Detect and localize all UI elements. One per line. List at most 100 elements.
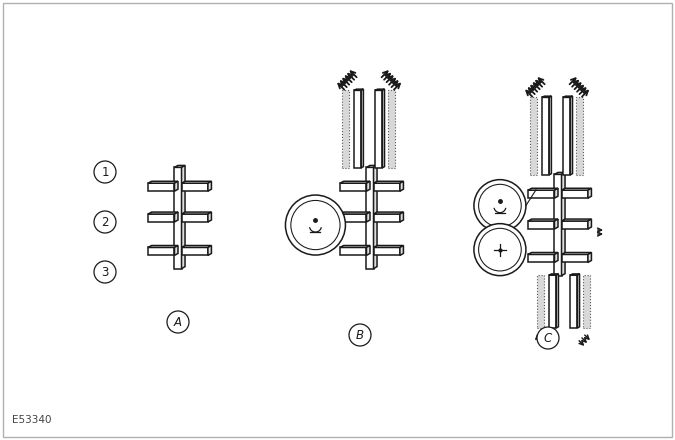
- Polygon shape: [387, 90, 395, 168]
- Polygon shape: [148, 183, 174, 191]
- Polygon shape: [562, 253, 591, 254]
- Text: 3: 3: [101, 265, 109, 279]
- Polygon shape: [562, 219, 591, 221]
- Polygon shape: [588, 253, 591, 262]
- Polygon shape: [530, 97, 537, 175]
- Polygon shape: [182, 212, 211, 214]
- Polygon shape: [174, 165, 185, 167]
- Polygon shape: [367, 165, 377, 167]
- Polygon shape: [148, 214, 174, 222]
- Polygon shape: [148, 247, 174, 255]
- Polygon shape: [375, 89, 385, 90]
- Polygon shape: [373, 183, 400, 191]
- Polygon shape: [340, 212, 370, 214]
- Polygon shape: [373, 165, 377, 268]
- Polygon shape: [570, 274, 580, 275]
- Circle shape: [474, 224, 526, 275]
- Polygon shape: [174, 246, 178, 255]
- Polygon shape: [562, 172, 565, 275]
- Polygon shape: [570, 96, 572, 175]
- Polygon shape: [563, 96, 572, 97]
- Polygon shape: [182, 246, 211, 247]
- Circle shape: [94, 261, 116, 283]
- Polygon shape: [182, 181, 211, 183]
- Polygon shape: [563, 97, 570, 175]
- Polygon shape: [182, 165, 185, 268]
- Polygon shape: [528, 253, 558, 254]
- Polygon shape: [373, 247, 400, 255]
- Polygon shape: [562, 188, 591, 190]
- Polygon shape: [373, 181, 404, 183]
- Circle shape: [286, 195, 346, 255]
- Polygon shape: [354, 89, 363, 90]
- Polygon shape: [367, 212, 370, 222]
- Polygon shape: [182, 183, 208, 191]
- Circle shape: [94, 161, 116, 183]
- Polygon shape: [562, 254, 588, 262]
- Polygon shape: [562, 190, 588, 198]
- Circle shape: [167, 311, 189, 333]
- Polygon shape: [182, 247, 208, 255]
- Polygon shape: [174, 167, 182, 268]
- Polygon shape: [562, 221, 588, 229]
- Polygon shape: [576, 97, 583, 175]
- Polygon shape: [528, 254, 554, 262]
- Polygon shape: [373, 212, 404, 214]
- Polygon shape: [148, 212, 178, 214]
- Polygon shape: [588, 219, 591, 229]
- Polygon shape: [528, 221, 554, 229]
- Polygon shape: [528, 219, 558, 221]
- Polygon shape: [583, 275, 590, 328]
- Polygon shape: [174, 212, 178, 222]
- Polygon shape: [554, 219, 558, 229]
- Polygon shape: [340, 181, 370, 183]
- Polygon shape: [554, 253, 558, 262]
- Polygon shape: [528, 188, 558, 190]
- Polygon shape: [537, 275, 544, 328]
- Polygon shape: [208, 212, 211, 222]
- Polygon shape: [340, 247, 367, 255]
- Polygon shape: [556, 274, 558, 328]
- Circle shape: [349, 324, 371, 346]
- Polygon shape: [554, 188, 558, 198]
- Polygon shape: [208, 246, 211, 255]
- Polygon shape: [588, 188, 591, 198]
- Polygon shape: [400, 181, 404, 191]
- Polygon shape: [174, 181, 178, 191]
- Polygon shape: [375, 90, 382, 168]
- Polygon shape: [148, 181, 178, 183]
- Polygon shape: [400, 246, 404, 255]
- Text: A: A: [174, 315, 182, 329]
- Polygon shape: [342, 90, 349, 168]
- Polygon shape: [577, 274, 580, 328]
- Circle shape: [537, 327, 559, 349]
- Polygon shape: [340, 183, 367, 191]
- Text: C: C: [544, 331, 552, 345]
- Polygon shape: [554, 174, 562, 275]
- Text: 1: 1: [101, 165, 109, 179]
- Polygon shape: [340, 246, 370, 247]
- Text: 2: 2: [101, 216, 109, 228]
- Polygon shape: [354, 90, 361, 168]
- Polygon shape: [367, 246, 370, 255]
- Polygon shape: [182, 214, 208, 222]
- Polygon shape: [208, 181, 211, 191]
- Polygon shape: [373, 246, 404, 247]
- Polygon shape: [382, 89, 385, 168]
- Polygon shape: [367, 181, 370, 191]
- Polygon shape: [148, 246, 178, 247]
- Text: B: B: [356, 329, 364, 341]
- Polygon shape: [549, 274, 558, 275]
- Polygon shape: [542, 97, 549, 175]
- Text: E53340: E53340: [12, 415, 51, 425]
- Circle shape: [474, 180, 526, 231]
- Polygon shape: [373, 214, 400, 222]
- Polygon shape: [554, 172, 565, 174]
- Polygon shape: [570, 275, 577, 328]
- Polygon shape: [542, 96, 551, 97]
- Polygon shape: [400, 212, 404, 222]
- Polygon shape: [367, 167, 373, 268]
- Circle shape: [94, 211, 116, 233]
- Polygon shape: [549, 96, 551, 175]
- Polygon shape: [340, 214, 367, 222]
